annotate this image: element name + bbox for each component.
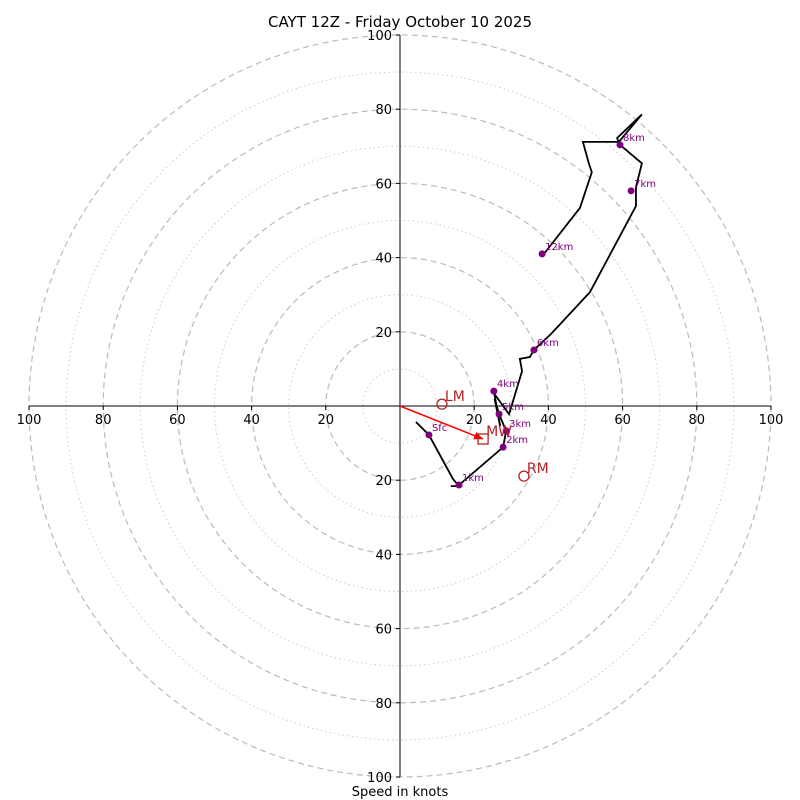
x-tick-label: 100 <box>17 413 42 428</box>
x-tick-label: 60 <box>614 413 631 428</box>
x-tick-label: 40 <box>243 413 260 428</box>
y-tick-label: 60 <box>375 177 392 192</box>
hodograph-line-group <box>415 113 643 488</box>
height-marker-label: 4km <box>497 379 519 390</box>
height-marker-label: Sfc <box>432 423 447 434</box>
height-marker-point <box>455 481 463 489</box>
storm-motion-markers: LM RM MW <box>436 389 549 482</box>
x-tick-label: 60 <box>169 413 186 428</box>
height-marker-point <box>499 443 507 451</box>
height-marker-point <box>530 346 538 354</box>
height-marker-label: 2km <box>506 435 528 446</box>
height-marker-label: 3km <box>509 419 531 430</box>
height-marker-point <box>425 431 433 439</box>
height-marker-label: 7km <box>634 179 656 190</box>
y-tick-label: 40 <box>375 252 392 267</box>
y-tick-label: 40 <box>375 548 392 563</box>
storm-motion-marker <box>518 470 530 482</box>
x-tick-label: 80 <box>95 413 112 428</box>
x-tick-label: 80 <box>689 413 706 428</box>
height-marker-point <box>490 387 498 395</box>
y-tick-label: 100 <box>367 771 392 786</box>
x-axis-label: Speed in knots <box>352 785 449 800</box>
height-marker-point <box>538 250 546 258</box>
tick-labels: 100 80 60 40 20 20 40 60 80 100 100 80 60 40 20 20 40 60 8… <box>17 29 784 786</box>
x-tick-label: 20 <box>318 413 335 428</box>
y-tick-label: 100 <box>367 29 392 44</box>
x-tick-label: 100 <box>759 413 784 428</box>
storm-motion-marker <box>436 398 448 410</box>
storm-motion-label: MW <box>486 424 512 440</box>
storm-motion-label: LM <box>445 389 465 405</box>
y-tick-label: 80 <box>375 697 392 712</box>
storm-motion-marker <box>477 433 489 445</box>
height-marker-point <box>495 410 503 418</box>
y-tick-label: 20 <box>375 326 392 341</box>
height-marker-label: 1km <box>462 473 484 484</box>
height-marker-label: 6km <box>537 338 559 349</box>
height-marker-label: 5km <box>502 402 524 413</box>
height-marker-point <box>502 427 510 435</box>
x-tick-label: 20 <box>466 413 483 428</box>
height-marker-point <box>627 187 635 195</box>
height-marker-point <box>616 141 624 149</box>
y-tick-label: 60 <box>375 623 392 638</box>
chart-title: CAYT 12Z - Friday October 10 2025 <box>268 13 532 31</box>
height-markers: Sfc 1km 2km 3km 4km 5km 6km 7km 8km 12km <box>425 133 656 489</box>
mean-wind-arrow <box>399 405 484 440</box>
x-tick-label: 40 <box>540 413 557 428</box>
y-tick-label: 20 <box>375 474 392 489</box>
height-marker-label: 8km <box>623 133 645 144</box>
height-marker-label: 12km <box>545 242 573 253</box>
hodograph-line <box>415 113 643 488</box>
storm-motion-label: RM <box>527 461 549 477</box>
y-tick-label: 80 <box>375 103 392 118</box>
